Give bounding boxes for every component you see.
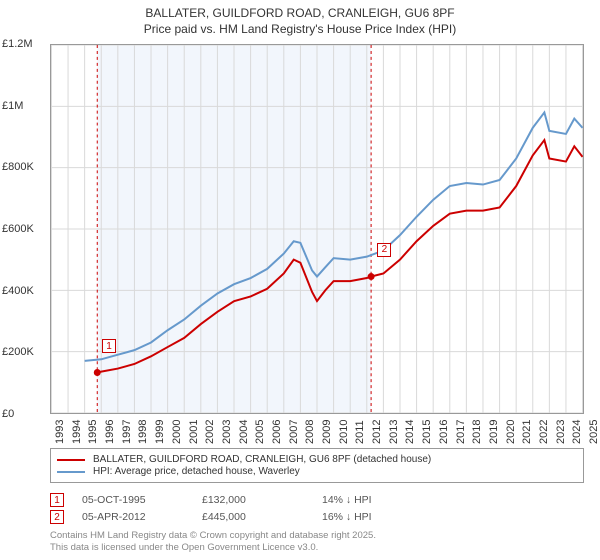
x-tick-label: 2006 <box>271 420 283 444</box>
transactions-table: 1 05-OCT-1995 £132,000 14% ↓ HPI 2 05-AP… <box>50 490 584 527</box>
x-tick-label: 2013 <box>388 420 400 444</box>
x-tick-label: 2015 <box>421 420 433 444</box>
x-tick-label: 2021 <box>521 420 533 444</box>
legend-item: HPI: Average price, detached house, Wave… <box>57 466 577 477</box>
x-tick-label: 2009 <box>321 420 333 444</box>
footer-line2: This data is licensed under the Open Gov… <box>50 542 376 554</box>
y-tick-label: £600K <box>2 223 34 235</box>
legend-swatch <box>57 471 85 473</box>
x-tick-label: 2010 <box>338 420 350 444</box>
footer-line1: Contains HM Land Registry data © Crown c… <box>50 530 376 542</box>
x-tick-label: 2025 <box>588 420 600 444</box>
transaction-price: £445,000 <box>202 511 322 523</box>
x-tick-label: 2004 <box>238 420 250 444</box>
x-tick-label: 2003 <box>221 420 233 444</box>
chart-marker-box: 1 <box>102 339 116 353</box>
transaction-date: 05-OCT-1995 <box>82 494 202 506</box>
legend-label: HPI: Average price, detached house, Wave… <box>93 466 300 477</box>
x-tick-label: 1993 <box>54 420 66 444</box>
transaction-price: £132,000 <box>202 494 322 506</box>
transaction-marker: 2 <box>50 510 64 524</box>
chart-svg <box>51 45 583 413</box>
transaction-delta: 16% ↓ HPI <box>322 511 442 523</box>
title-line2: Price paid vs. HM Land Registry's House … <box>0 22 600 38</box>
x-tick-label: 2020 <box>505 420 517 444</box>
y-tick-label: £800K <box>2 161 34 173</box>
x-tick-label: 2023 <box>555 420 567 444</box>
transaction-date: 05-APR-2012 <box>82 511 202 523</box>
x-tick-label: 1996 <box>104 420 116 444</box>
x-tick-label: 1998 <box>137 420 149 444</box>
legend: BALLATER, GUILDFORD ROAD, CRANLEIGH, GU6… <box>50 448 584 483</box>
table-row: 1 05-OCT-1995 £132,000 14% ↓ HPI <box>50 493 584 507</box>
y-tick-label: £1.2M <box>2 38 33 50</box>
y-tick-label: £0 <box>2 408 14 420</box>
x-tick-label: 2001 <box>188 420 200 444</box>
x-tick-label: 2017 <box>455 420 467 444</box>
x-tick-label: 2008 <box>304 420 316 444</box>
y-tick-label: £1M <box>2 100 23 112</box>
x-tick-label: 2000 <box>171 420 183 444</box>
table-row: 2 05-APR-2012 £445,000 16% ↓ HPI <box>50 510 584 524</box>
x-tick-label: 2005 <box>254 420 266 444</box>
x-tick-label: 2014 <box>404 420 416 444</box>
x-tick-label: 2011 <box>354 420 366 444</box>
x-tick-label: 2019 <box>488 420 500 444</box>
legend-swatch <box>57 459 85 461</box>
legend-item: BALLATER, GUILDFORD ROAD, CRANLEIGH, GU6… <box>57 454 577 465</box>
x-tick-label: 2007 <box>288 420 300 444</box>
chart-marker-box: 2 <box>377 243 391 257</box>
x-tick-label: 1994 <box>71 420 83 444</box>
x-tick-label: 2018 <box>471 420 483 444</box>
x-tick-label: 2012 <box>371 420 383 444</box>
x-tick-label: 2024 <box>571 420 583 444</box>
x-tick-label: 1999 <box>154 420 166 444</box>
x-tick-label: 2022 <box>538 420 550 444</box>
transaction-delta: 14% ↓ HPI <box>322 494 442 506</box>
x-tick-label: 2016 <box>438 420 450 444</box>
title-line1: BALLATER, GUILDFORD ROAD, CRANLEIGH, GU6… <box>0 6 600 22</box>
y-tick-label: £400K <box>2 285 34 297</box>
y-tick-label: £200K <box>2 346 34 358</box>
chart-title-block: BALLATER, GUILDFORD ROAD, CRANLEIGH, GU6… <box>0 0 600 41</box>
chart-area <box>50 44 584 414</box>
x-tick-label: 1995 <box>87 420 99 444</box>
footer: Contains HM Land Registry data © Crown c… <box>50 530 376 554</box>
legend-label: BALLATER, GUILDFORD ROAD, CRANLEIGH, GU6… <box>93 454 431 465</box>
x-tick-label: 1997 <box>121 420 133 444</box>
transaction-marker: 1 <box>50 493 64 507</box>
x-tick-label: 2002 <box>204 420 216 444</box>
